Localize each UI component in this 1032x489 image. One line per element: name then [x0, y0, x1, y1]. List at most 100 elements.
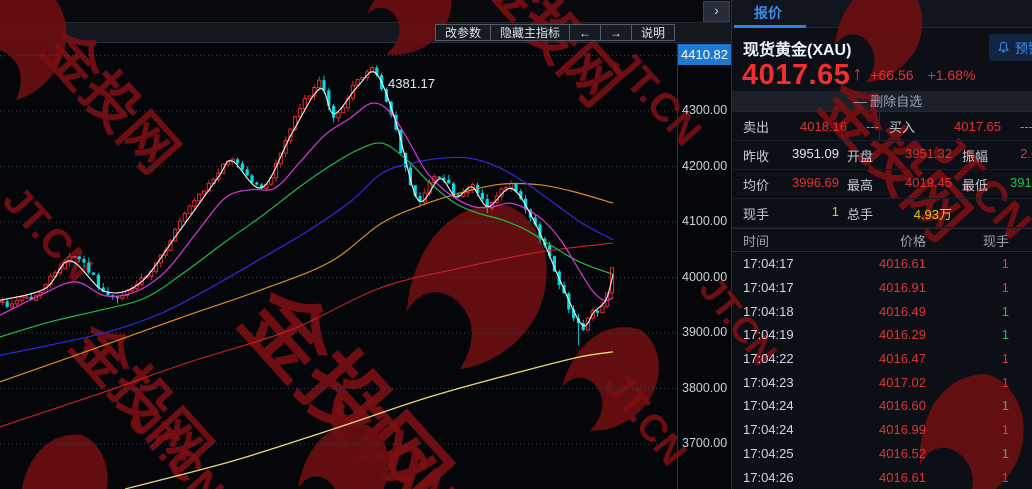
- up-arrow-icon: ↑: [852, 63, 863, 85]
- axis-tick-label: 3700.00: [682, 436, 728, 450]
- quote-stats-row-2: 均价 3996.69 最高 4019.45 最低 3916.03: [732, 170, 1032, 199]
- trade-time: 17:04:19: [743, 327, 794, 343]
- last-price: 4017.65: [742, 58, 851, 91]
- ma-magenta: [0, 102, 614, 316]
- trade-price: 4016.99: [879, 422, 926, 438]
- trade-lot: 1: [1001, 398, 1009, 414]
- trade-row: 17:04:23 4017.02 1: [732, 370, 1032, 394]
- trade-lot: 1: [1001, 422, 1009, 438]
- toolbar-button-help[interactable]: 说明: [630, 24, 675, 41]
- trade-time: 17:04:26: [743, 469, 794, 485]
- trade-price: 4016.61: [879, 256, 926, 272]
- chart-toolbar-buttons: 改参数 隐藏主指标 ← → 说明: [434, 24, 675, 41]
- toolbar-button-scroll-left[interactable]: ←: [568, 24, 601, 41]
- trade-row: 17:04:26 4016.61 1: [732, 465, 1032, 489]
- trade-price: 4016.29: [879, 327, 926, 343]
- trade-time: 17:04:24: [743, 398, 794, 414]
- trade-price: 4016.60: [879, 398, 926, 414]
- trade-time: 17:04:25: [743, 445, 794, 461]
- sell-price: 4018.16: [800, 118, 847, 134]
- trade-time: 17:04:22: [743, 351, 794, 367]
- trade-lot: 1: [1001, 374, 1009, 390]
- axis-tick-label: 3900.00: [682, 325, 728, 339]
- prev-close-value: 3951.09: [792, 145, 839, 161]
- trade-lot: 1: [1001, 303, 1009, 319]
- open-label: 开盘: [847, 148, 874, 164]
- last-price-row: 4017.65 ↑ +66.56 +1.68%: [732, 58, 1032, 91]
- quote-tabbar: 报价: [732, 0, 1032, 28]
- bell-icon: [998, 41, 1009, 53]
- panel-expand-button[interactable]: ›: [703, 1, 730, 22]
- trades-rows: 17:04:17 4016.61 1 17:04:17 4016.91 1 17:04:18…: [732, 252, 1032, 489]
- avg-price-value: 3996.69: [792, 174, 839, 190]
- trade-price: 4016.52: [879, 445, 926, 461]
- bid-ask-row: 卖出 4018.16 --- 买入 4017.65 ---: [732, 112, 1032, 141]
- ma-white: [0, 71, 614, 327]
- trade-row: 17:04:19 4016.29 1: [732, 323, 1032, 347]
- trade-row: 17:04:17 4016.91 1: [732, 276, 1032, 300]
- low-value: 3916.03: [1010, 174, 1032, 190]
- trade-price: 4016.47: [879, 351, 926, 367]
- toolbar-button-change-params[interactable]: 改参数: [434, 24, 491, 41]
- alert-button-label: 预警: [1014, 41, 1032, 56]
- symbol-title-row: 现货黄金(XAU) 预警: [732, 28, 1032, 61]
- trades-header-price: 价格: [899, 233, 926, 249]
- high-label: 最高: [847, 177, 874, 193]
- trades-header-lot: 现手: [982, 233, 1009, 249]
- trade-lot: 1: [1001, 469, 1009, 485]
- trade-row: 17:04:22 4016.47 1: [732, 347, 1032, 371]
- trade-row: 17:04:17 4016.61 1: [732, 252, 1032, 276]
- remove-watchlist-button[interactable]: — 删除自选: [732, 91, 1032, 112]
- high-value: 4019.45: [905, 174, 952, 190]
- amplitude-label: 振幅: [962, 148, 989, 164]
- chart-top-strip: ›: [0, 0, 731, 22]
- trade-price: 4017.02: [879, 374, 926, 390]
- symbol-name: 现货黄金(XAU): [743, 42, 852, 59]
- peak-price-annotation: 4381.17: [388, 76, 435, 91]
- avg-price-label: 均价: [743, 177, 770, 193]
- quote-panel: 报价 现货黄金(XAU) 预警 4017.65 ↑ +66.56 +1.68% …: [731, 0, 1032, 489]
- trade-lot: 1: [1001, 256, 1009, 272]
- trade-time: 17:04:24: [743, 422, 794, 438]
- ma-red: [0, 242, 614, 428]
- total-lot-label: 总手: [847, 206, 874, 222]
- trade-row: 17:04:25 4016.52 1: [732, 442, 1032, 466]
- ma-green: [0, 142, 614, 338]
- toolbar-button-scroll-right[interactable]: →: [599, 24, 632, 41]
- price-change: +66.56: [870, 66, 914, 83]
- sell-label: 卖出: [743, 119, 770, 135]
- current-lot-value: 1: [831, 203, 839, 219]
- buy-label: 买入: [889, 119, 916, 135]
- buy-extra: ---: [1020, 118, 1032, 134]
- trades-header: 时间 价格 现手: [732, 228, 1032, 252]
- total-lot-value: 4.93万: [913, 206, 952, 222]
- axis-tick-label: 4300.00: [682, 103, 728, 117]
- buy-price: 4017.65: [954, 118, 1001, 134]
- quote-stats-row-1: 昨收 3951.09 开盘 3951.32 振幅 2.62%: [732, 141, 1032, 170]
- ma-yellow: [124, 351, 614, 489]
- axis-tick-label: 4100.00: [682, 214, 728, 228]
- price-change-percent: +1.68%: [927, 66, 976, 83]
- toolbar-button-hide-main-indicator[interactable]: 隐藏主指标: [489, 24, 570, 41]
- tab-quote[interactable]: 报价: [754, 5, 782, 21]
- axis-tick-label: 4000.00: [682, 269, 728, 284]
- trade-lot: 1: [1001, 327, 1009, 343]
- chart-toolbar: 改参数 隐藏主指标 ← → 说明: [0, 22, 731, 43]
- watchlist-row-background: [732, 91, 1032, 112]
- trade-time: 17:04:23: [743, 374, 794, 390]
- ma-orange: [0, 182, 614, 383]
- current-lot-label: 现手: [743, 206, 770, 222]
- low-label: 最低: [962, 177, 989, 193]
- chart-plot: [0, 43, 677, 489]
- chart-area: › 改参数 隐藏主指标 ← → 说明 4300.00 4200.00 4100.00 4000…: [0, 0, 731, 489]
- trade-price: 4016.91: [879, 280, 926, 296]
- trade-price: 4016.49: [879, 303, 926, 319]
- trades-header-time: 时间: [743, 233, 770, 249]
- trade-time: 17:04:17: [743, 280, 794, 296]
- axis-tick-label: 4200.00: [682, 158, 728, 173]
- candlestick-chart[interactable]: [0, 43, 677, 489]
- sell-extra: ---: [866, 118, 879, 134]
- price-alert-button[interactable]: 预警: [988, 34, 1032, 61]
- trade-lot: 1: [1001, 351, 1009, 367]
